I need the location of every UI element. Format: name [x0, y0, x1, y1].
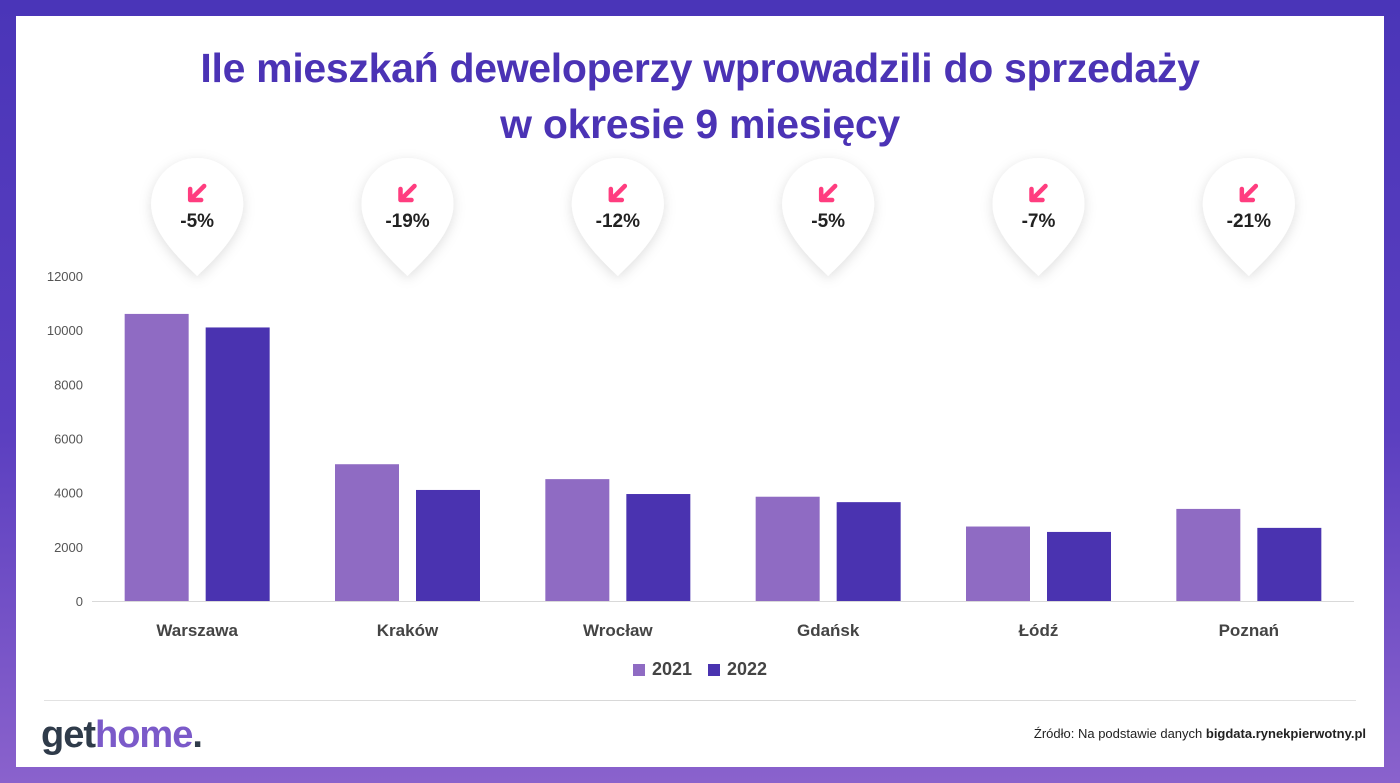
x-tick-label-2: Wrocław — [583, 621, 653, 640]
change-pin-0 — [151, 158, 244, 276]
legend-item-2021: 2021 — [632, 659, 692, 680]
source-prefix: Źródło: Na podstawie danych — [1033, 726, 1206, 741]
y-tick-label-5: 10000 — [47, 323, 83, 338]
legend-label-2021: 2021 — [651, 659, 692, 679]
change-label-2: -12% — [595, 211, 640, 232]
y-tick-label-0: 0 — [76, 594, 83, 609]
bar-2022-Poznań — [1257, 527, 1322, 601]
legend: 2021 2022 — [16, 659, 1384, 680]
change-pin-3 — [782, 158, 875, 276]
legend-swatch-2021 — [632, 663, 645, 676]
change-label-3: -5% — [811, 211, 846, 232]
y-tick-label-2: 4000 — [54, 486, 83, 501]
y-tick-label-1: 2000 — [54, 540, 83, 555]
arrow-down-left-icon — [398, 183, 417, 203]
change-pin-2 — [571, 158, 664, 276]
arrow-down-left-icon — [187, 183, 207, 203]
gethome-logo: gethome. — [41, 714, 203, 756]
change-pin-1 — [361, 158, 454, 276]
bar-2022-Łódź — [1047, 531, 1111, 601]
x-tick-label-1: Kraków — [376, 621, 439, 640]
bar-2021-Warszawa — [124, 313, 189, 601]
bar-2022-Kraków — [416, 489, 480, 601]
arrow-down-left-icon — [1029, 183, 1048, 203]
change-label-0: -5% — [180, 211, 215, 232]
x-tick-label-3: Gdańsk — [796, 621, 860, 640]
arrow-down-left-icon — [818, 183, 838, 203]
change-pin-4 — [992, 158, 1085, 276]
bar-2022-Warszawa — [205, 327, 270, 601]
bar-2021-Łódź — [966, 526, 1030, 601]
y-tick-label-3: 6000 — [54, 432, 83, 447]
change-label-1: -19% — [385, 211, 430, 232]
bar-2022-Wrocław — [626, 494, 691, 601]
chart-title-line1: Ile mieszkań deweloperzy wprowadzili do … — [200, 45, 1200, 91]
arrow-down-left-icon — [608, 183, 628, 203]
source-note: Źródło: Na podstawie danych bigdata.ryne… — [1034, 726, 1366, 741]
bar-chart: 0 2000 4000 6000 8000 10000 12000 — [47, 158, 1354, 609]
chart-card: Ile mieszkań deweloperzy wprowadzili do … — [16, 16, 1384, 767]
bar-2021-Kraków — [335, 464, 399, 601]
bar-2021-Poznań — [1176, 508, 1241, 601]
x-tick-label-5: Poznań — [1218, 621, 1280, 640]
change-pin-5 — [1202, 158, 1295, 276]
change-label-5: -21% — [1226, 211, 1271, 232]
legend-swatch-2022 — [708, 663, 720, 676]
chart-title: Ile mieszkań deweloperzy wprowadzili do … — [16, 40, 1384, 152]
legend-label-2022: 2022 — [727, 659, 768, 679]
arrow-down-left-icon — [1239, 183, 1259, 203]
footer-divider — [44, 700, 1356, 701]
source-link-text: bigdata.rynekpierwotny.pl — [1205, 726, 1366, 741]
y-tick-label-6: 12000 — [47, 269, 83, 284]
x-tick-label-0: Warszawa — [156, 621, 238, 640]
bar-2021-Gdańsk — [755, 496, 820, 601]
y-tick-label-4: 8000 — [54, 377, 83, 392]
bar-2021-Wrocław — [545, 479, 610, 601]
chart-title-line2: w okresie 9 miesięcy — [500, 101, 900, 147]
bar-2022-Gdańsk — [836, 502, 901, 601]
change-label-4: -7% — [1021, 211, 1056, 232]
x-tick-label-4: Łódź — [1018, 621, 1059, 640]
legend-item-2022: 2022 — [708, 659, 767, 680]
